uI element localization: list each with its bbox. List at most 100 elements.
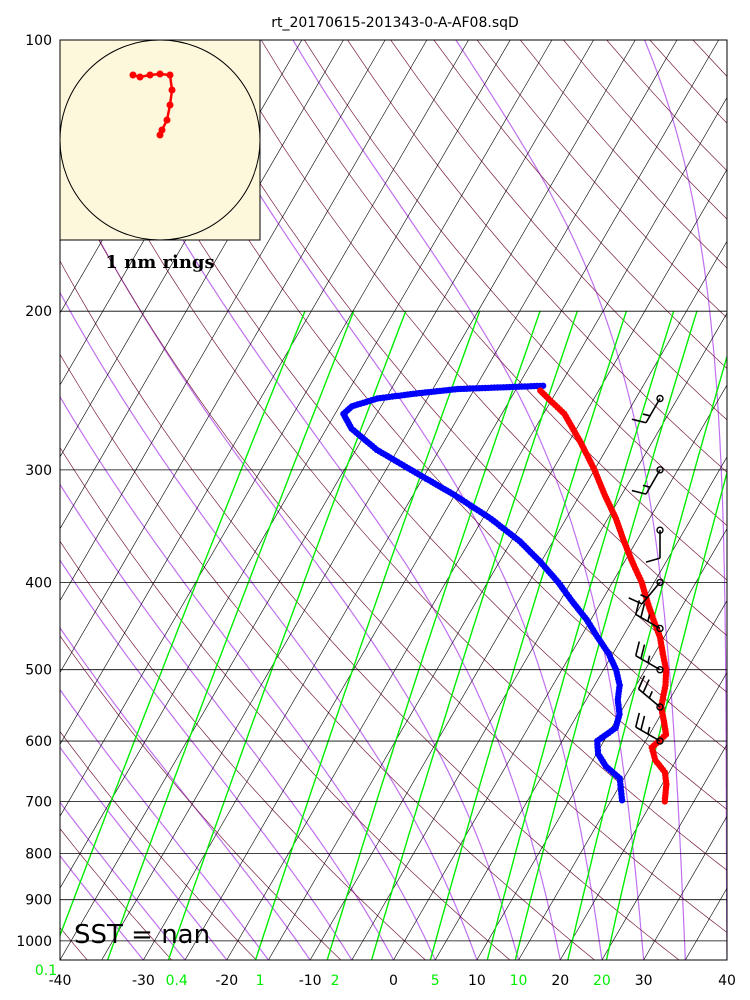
hodograph-point — [146, 71, 154, 79]
isotherm-line — [268, 168, 727, 960]
mixing-ratio-line — [60, 310, 306, 938]
isotherm-line — [393, 384, 727, 960]
wind-barb-half-flag — [647, 726, 651, 735]
dry-adiabat-line — [60, 166, 727, 933]
isotherm-line — [351, 312, 727, 960]
wind-barb-station — [656, 624, 664, 633]
wind-barb — [631, 466, 664, 495]
temperature-tick-label: -30 — [132, 973, 155, 989]
hodograph-point — [166, 71, 174, 79]
moist-adiabat-line — [60, 162, 520, 960]
isotherm-line — [309, 240, 727, 960]
isotherm-line — [60, 40, 469, 745]
hodograph-line — [132, 72, 174, 136]
dry-adiabat-line — [60, 446, 511, 960]
pressure-tick-label: 100 — [25, 33, 52, 49]
dry-adiabat-line — [88, 40, 727, 811]
wind-barb-station — [656, 666, 664, 674]
wind-barb-flag — [634, 600, 641, 615]
pressure-tick-label: 300 — [25, 463, 52, 479]
wind-barb-flag — [634, 641, 641, 656]
isotherm-line — [60, 40, 511, 817]
dry-adiabat-line — [60, 353, 595, 960]
wind-barb — [628, 578, 664, 605]
mixing-ratio-tick-label: 5 — [431, 973, 440, 989]
wind-barb-flag — [637, 675, 646, 690]
isotherm-line — [726, 959, 727, 960]
wind-barb-station — [656, 466, 664, 474]
pressure-tick-label: 800 — [25, 847, 52, 863]
isotherm-line — [476, 528, 727, 960]
dry-adiabat-line — [174, 40, 727, 693]
wind-barb-half-flag — [642, 413, 651, 417]
pressure-tick-label: 200 — [25, 304, 52, 320]
pressure-tick-labels: 100 200 300 400 500 600 700 800 900 1000 — [16, 33, 52, 950]
pressure-tick-label: 700 — [25, 794, 52, 810]
wind-barb-staff — [635, 726, 661, 742]
wind-barb-half-flag — [647, 614, 651, 622]
mixing-ratio-line — [567, 354, 727, 960]
mixing-ratio-tick-labels: 0.1 0.4 1 2 5 10 20 — [35, 963, 611, 989]
mixing-ratio-tick-label: 10 — [510, 973, 528, 989]
wind-barb-half-flag — [640, 594, 648, 599]
temperature-tick-label: 30 — [635, 973, 653, 989]
isotherm-line — [143, 40, 678, 960]
wind-barb-half-flag — [642, 484, 651, 488]
wind-barb-flag — [631, 418, 647, 424]
isotherm-line — [518, 600, 727, 960]
hodograph-inset — [59, 39, 261, 241]
mixing-ratio-tick-label: 2 — [331, 973, 340, 989]
hodograph-trace — [129, 70, 176, 139]
moist-adiabat-line — [455, 40, 686, 960]
moist-adiabat-line — [60, 688, 269, 960]
wind-barb-flag — [645, 557, 661, 563]
wind-barb-staff — [645, 398, 661, 424]
wind-barb-flag — [640, 644, 646, 659]
dewpoint-point — [539, 382, 547, 389]
isotherm-line — [101, 40, 636, 960]
pressure-tick-label: 400 — [25, 575, 52, 591]
temperature-tick-label: 20 — [551, 973, 569, 989]
hodograph-point — [168, 86, 176, 94]
wind-barb — [637, 675, 664, 711]
isotherm-line — [60, 40, 428, 674]
temperature-tick-label: -20 — [215, 973, 238, 989]
isotherm-line — [434, 456, 727, 960]
moist-adiabat-line — [60, 854, 144, 960]
isotherm-line — [601, 743, 727, 960]
wind-barb-station — [656, 703, 664, 711]
mixing-ratio-line — [254, 310, 481, 960]
mixing-ratio-lines — [60, 310, 727, 960]
plot-frame — [59, 39, 728, 961]
wind-barb-staff — [635, 655, 661, 671]
moist-adiabat-line — [170, 40, 603, 960]
mixing-ratio-line — [370, 310, 578, 960]
wind-barb-station — [656, 578, 664, 587]
wind-barb-station — [656, 394, 664, 403]
isotherm-line — [60, 40, 386, 602]
isotherm-line — [559, 671, 727, 960]
moist-adiabat-line — [60, 483, 395, 960]
temperature-tick-label: -40 — [49, 973, 72, 989]
temperature-tick-label: 0 — [389, 973, 398, 989]
wind-barb — [631, 394, 664, 424]
hodograph-point — [129, 71, 137, 79]
wind-barb-flag — [642, 679, 650, 694]
dry-adiabat-line — [347, 40, 727, 473]
mixing-ratio-tick-label: 0.4 — [166, 973, 188, 989]
temperature-tick-label: 10 — [468, 973, 486, 989]
pressure-tick-label: 500 — [25, 663, 52, 679]
temperature-tick-label: 40 — [718, 973, 736, 989]
wind-barb — [634, 712, 664, 745]
moist-adiabat-line — [60, 559, 353, 960]
wind-barb-staff — [641, 581, 661, 605]
hodograph-point — [156, 70, 164, 78]
wind-barb-staff — [645, 469, 661, 495]
dewpoint-profile — [340, 382, 626, 804]
wind-barb-half-flag — [647, 655, 651, 663]
mixing-ratio-line — [167, 310, 407, 960]
isotherm-line — [0, 40, 10, 960]
wind-barb-flag — [640, 603, 646, 618]
mixing-ratio-tick-label: 0.1 — [35, 963, 57, 979]
moist-adiabat-line — [60, 801, 186, 960]
